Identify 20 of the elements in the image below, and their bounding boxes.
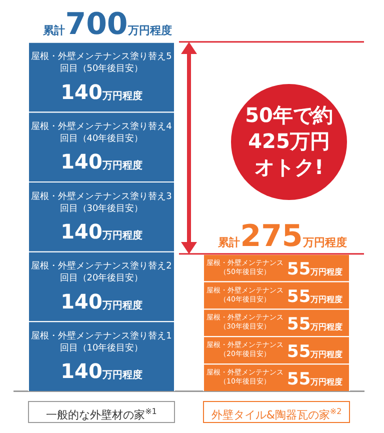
data-label: 140万円程度 [60,80,142,104]
data-label: 140万円程度 [60,359,142,384]
data-label: 55万円程度 [287,342,343,362]
data-label: 55万円程度 [287,314,343,334]
annotation: 屋根・外壁メンテナンス塗り替え1回目（10年後目安） [31,330,172,354]
data-label: 55万円程度 [287,369,343,390]
x-tick-label: 外壁タイル&陶器瓦の家$^{※2}$ [203,401,350,423]
x-tick-label: 一般的な外壁材の家$^{※1}$ [28,401,175,423]
data-label: 55万円程度 [287,260,343,280]
total-label: 累計700万円程度 [42,6,172,42]
data-label: 55万円程度 [287,286,343,307]
data-label: 140万円程度 [60,219,142,244]
annotation: 屋根・外壁メンテナンス塗り替え2回目（20年後目安） [31,260,172,284]
annotation: 屋根・外壁メンテナンス塗り替え3回目（30年後目安） [31,190,172,214]
annotation: 屋根・外壁メンテナンス塗り替え4回目（40年後目安） [31,120,172,144]
annotation: 屋根・外壁メンテナンス塗り替え5回目（50年後目安） [31,51,172,74]
annotation: 50年で約425万円オトク! [244,102,334,180]
data-label: 140万円程度 [60,150,142,174]
total-label: 累計275万円程度 [217,218,347,254]
data-label: 140万円程度 [60,289,142,314]
